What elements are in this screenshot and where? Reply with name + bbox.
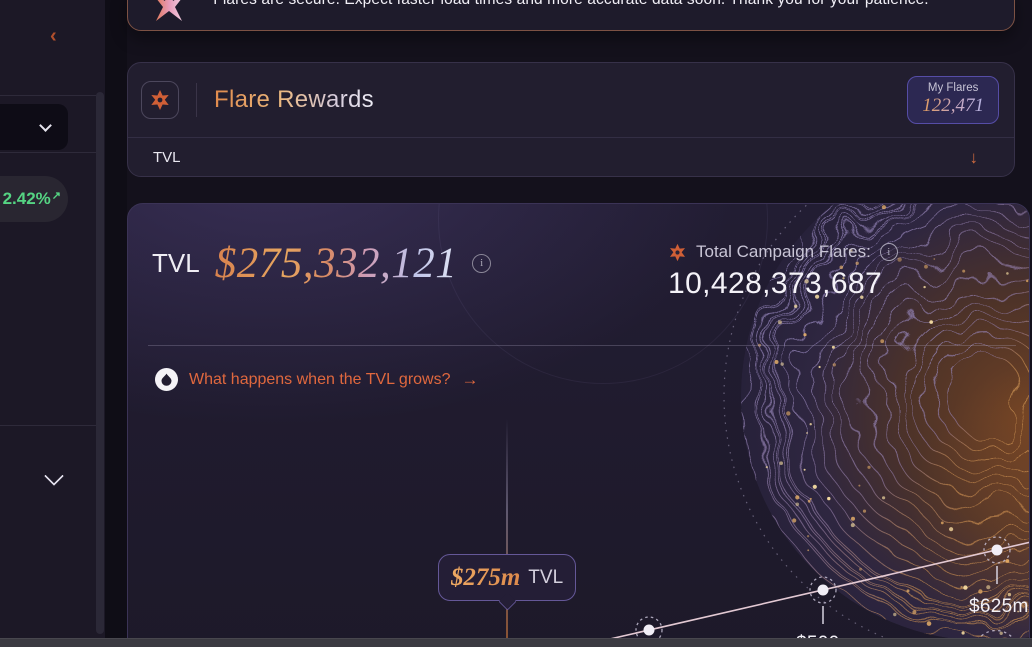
chart-points (635, 536, 1019, 647)
tooltip-value: $275m (450, 563, 521, 591)
trend-line (571, 541, 1029, 647)
globe-visualization (723, 204, 1029, 647)
my-flares-value: 122,471 (922, 95, 984, 116)
price-change-value: 2.42% (2, 189, 51, 208)
tvl-value: $275,332,121 (214, 239, 458, 287)
rewards-card: Flare Rewards My Flares 122,471 TVL ↓ (127, 62, 1015, 177)
arrow-right-icon: → (461, 369, 479, 389)
chart-point (809, 576, 837, 624)
info-icon[interactable] (472, 253, 492, 273)
globe-contour-lines (741, 204, 1029, 641)
info-icon[interactable] (879, 243, 898, 261)
content-gutter (105, 0, 127, 647)
sidebar-divider (0, 425, 96, 426)
sidebar-divider (0, 152, 96, 153)
page-title: Flare Rewards (214, 86, 374, 113)
total-flares-label: Total Campaign Flares: (696, 242, 871, 261)
trend-up-icon: ↗ (51, 189, 61, 202)
chart-point (983, 536, 1011, 584)
tvl-cta-link[interactable]: What happens when the TVL grows? → (155, 368, 479, 391)
chart-point (635, 616, 663, 644)
taskbar-strip (0, 638, 1032, 647)
price-change-badge: 2.42% ↗ (0, 176, 68, 222)
tooltip-label: TVL (528, 566, 564, 588)
total-flares-block: Total Campaign Flares: 10,428,373,687 (668, 242, 898, 301)
notice-banner: Flares are secure. Expect faster load ti… (127, 0, 1015, 31)
milestone-label-625m: $625m (969, 596, 1029, 617)
chevron-down-icon (39, 118, 52, 132)
cta-text: What happens when the TVL grows? (189, 370, 451, 388)
my-flares-badge: My Flares 122,471 (907, 76, 999, 124)
sidebar-scrollbar[interactable] (96, 92, 104, 634)
tvl-panel: TVL $275,332,121 Total Campaign Flares: … (127, 203, 1030, 647)
tvl-accordion-row[interactable]: TVL ↓ (128, 138, 1014, 177)
rewards-card-header: Flare Rewards My Flares 122,471 (128, 63, 1014, 138)
flare-logo-icon (156, 0, 182, 21)
flare-star-icon-box (141, 81, 179, 119)
sidebar-select-dropdown[interactable] (0, 104, 68, 150)
flare-star-icon (151, 90, 169, 110)
current-tvl-tooltip: $275m TVL (438, 554, 576, 611)
tvl-milestone-chart (506, 419, 1029, 647)
sidebar-collapse-button[interactable]: ‹ (50, 25, 57, 47)
sidebar-expand-chevron[interactable] (44, 466, 64, 486)
total-flares-value: 10,428,373,687 (668, 267, 883, 300)
flare-star-icon (669, 243, 686, 261)
tvl-heading: TVL $275,332,121 (152, 238, 492, 288)
my-flares-label: My Flares (927, 82, 979, 94)
expand-arrow-icon: ↓ (969, 147, 979, 167)
banner-message: Flares are secure. Expect faster load ti… (213, 0, 928, 9)
header-divider (196, 83, 197, 117)
sidebar-divider (0, 95, 96, 96)
flame-icon (155, 368, 178, 391)
tvl-label: TVL (152, 247, 200, 278)
sidebar: ‹ 2.42% ↗ (0, 0, 105, 647)
panel-divider (148, 345, 1016, 346)
globe-dots (758, 205, 1029, 635)
tvl-accordion-label: TVL (153, 149, 181, 166)
